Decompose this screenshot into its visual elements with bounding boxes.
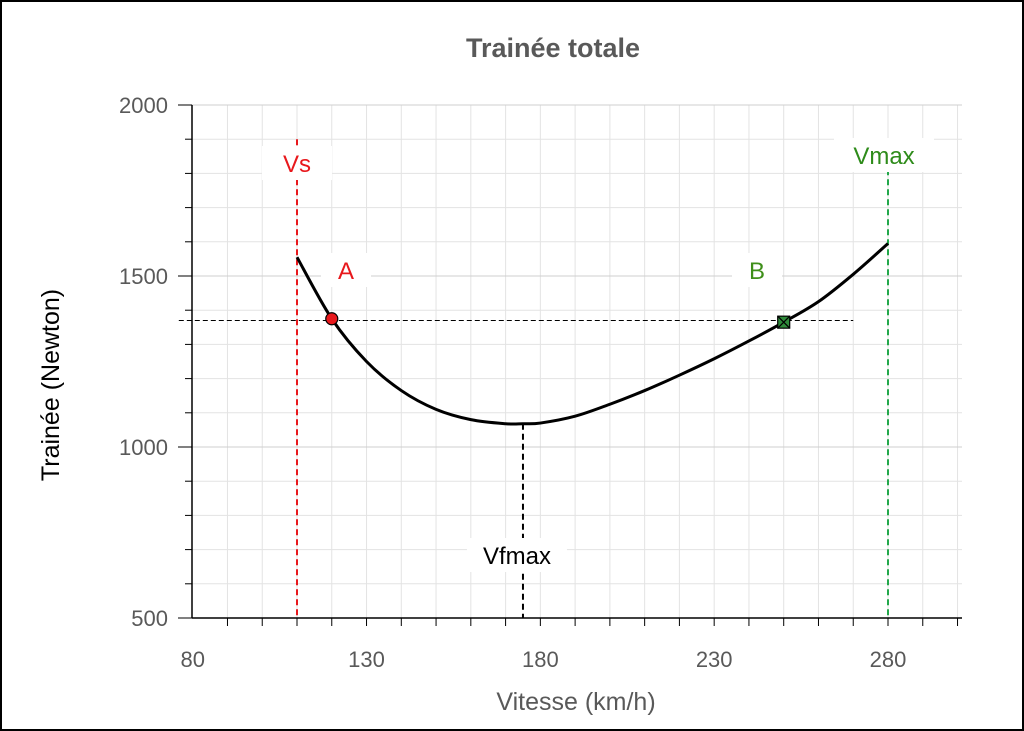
x-axis-label: Vitesse (km/h) <box>496 688 655 716</box>
series-layer <box>295 242 889 426</box>
tick-labels: 500 1000 1500 2000 80 130 180 230 280 <box>119 93 906 672</box>
x-tick-label: 230 <box>696 647 733 672</box>
y-tick-label: 1000 <box>119 435 168 460</box>
y-tick-label: 2000 <box>119 93 168 118</box>
point-b-cross <box>777 315 791 329</box>
label-vmax: Vmax <box>853 143 914 170</box>
x-tick-label: 130 <box>348 647 385 672</box>
label-b: B <box>749 258 765 285</box>
annotations: Vs Vmax Vfmax A B <box>262 138 934 572</box>
x-tick-label: 280 <box>870 647 907 672</box>
x-tick-label: 80 <box>180 647 204 672</box>
label-a-bg <box>321 253 371 287</box>
label-vs-bg <box>262 146 332 180</box>
label-vmax-bg <box>834 138 934 172</box>
y-tick-label: 1500 <box>119 264 168 289</box>
label-vfmax: Vfmax <box>483 543 551 570</box>
label-a: A <box>338 258 354 285</box>
series-line-0 <box>295 242 889 426</box>
y-axis-label: Trainée (Newton) <box>37 289 65 481</box>
grid <box>192 104 962 618</box>
label-vs: Vs <box>283 151 311 178</box>
chart-title: Trainée totale <box>466 33 640 63</box>
points-layer <box>325 312 791 329</box>
y-tick-label: 500 <box>131 606 168 631</box>
x-tick-label: 180 <box>522 647 559 672</box>
label-vfmax-bg <box>466 538 567 572</box>
axes <box>178 104 962 626</box>
label-b-bg <box>732 253 782 287</box>
reference-lines <box>178 139 889 618</box>
point-a <box>325 312 339 326</box>
